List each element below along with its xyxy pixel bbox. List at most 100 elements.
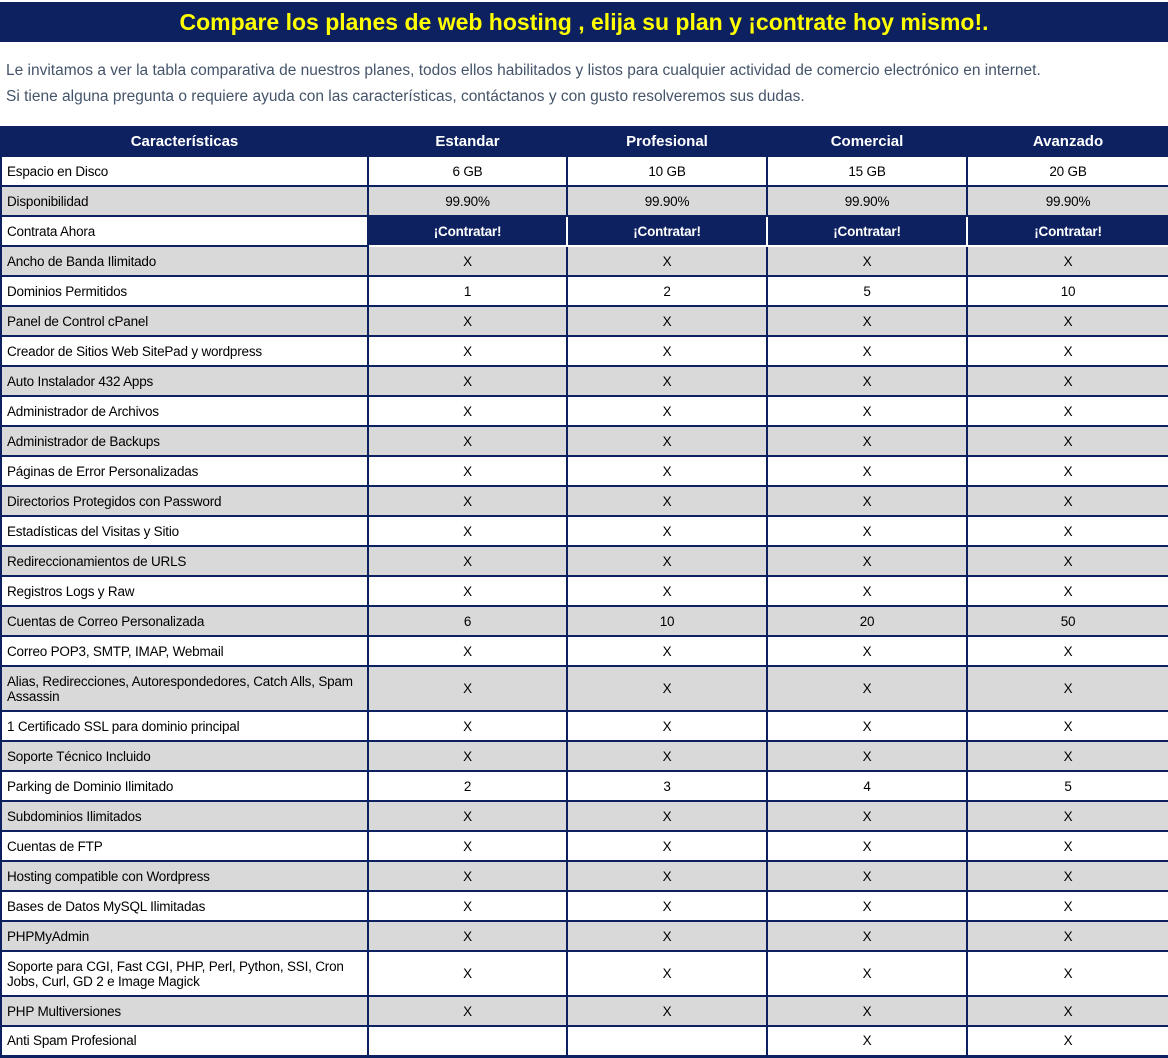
feature-value: X bbox=[566, 800, 768, 832]
feature-value: X bbox=[566, 830, 768, 862]
feature-label: Bases de Datos MySQL Ilimitadas bbox=[0, 890, 369, 922]
feature-value: X bbox=[566, 485, 768, 517]
feature-value: X bbox=[367, 665, 568, 712]
feature-value: X bbox=[766, 395, 968, 427]
feature-value: X bbox=[766, 740, 968, 772]
feature-value: X bbox=[566, 995, 768, 1027]
feature-value: X bbox=[766, 425, 968, 457]
table-row: Panel de Control cPanel X X X X bbox=[0, 305, 1168, 337]
feature-value: X bbox=[766, 545, 968, 577]
feature-value: X bbox=[367, 995, 568, 1027]
feature-value: X bbox=[566, 245, 768, 277]
contratar-button[interactable]: ¡Contratar! bbox=[566, 215, 768, 247]
title-banner: Compare los planes de web hosting , elij… bbox=[0, 2, 1168, 42]
feature-value: X bbox=[766, 335, 968, 367]
table-row: Administrador de Backups X X X X bbox=[0, 425, 1168, 457]
table-row: Redireccionamientos de URLS X X X X bbox=[0, 545, 1168, 577]
column-header-comercial: Comercial bbox=[766, 126, 968, 157]
table-row: Cuentas de Correo Personalizada 6 10 20 50 bbox=[0, 605, 1168, 637]
feature-value: X bbox=[766, 575, 968, 607]
table-row: Páginas de Error Personalizadas X X X X bbox=[0, 455, 1168, 487]
feature-value: X bbox=[367, 920, 568, 952]
feature-value: X bbox=[566, 365, 768, 397]
feature-value: X bbox=[966, 485, 1168, 517]
feature-value: X bbox=[966, 245, 1168, 277]
feature-value: X bbox=[367, 485, 568, 517]
feature-value: 3 bbox=[566, 770, 768, 802]
feature-value: X bbox=[566, 710, 768, 742]
feature-value: X bbox=[566, 860, 768, 892]
feature-value: X bbox=[766, 710, 968, 742]
contratar-button[interactable]: ¡Contratar! bbox=[766, 215, 968, 247]
feature-value: X bbox=[367, 425, 568, 457]
feature-value: X bbox=[367, 950, 568, 997]
feature-value: X bbox=[367, 455, 568, 487]
feature-value: X bbox=[566, 425, 768, 457]
feature-value: X bbox=[367, 860, 568, 892]
feature-value: X bbox=[566, 515, 768, 547]
table-row: Bases de Datos MySQL Ilimitadas X X X X bbox=[0, 890, 1168, 922]
feature-label: Directorios Protegidos con Password bbox=[0, 485, 369, 517]
feature-label: Panel de Control cPanel bbox=[0, 305, 369, 337]
feature-value: X bbox=[367, 305, 568, 337]
table-row: Administrador de Archivos X X X X bbox=[0, 395, 1168, 427]
feature-value: X bbox=[966, 395, 1168, 427]
feature-value: X bbox=[566, 890, 768, 922]
feature-value: X bbox=[766, 305, 968, 337]
table-row: Directorios Protegidos con Password X X X X bbox=[0, 485, 1168, 517]
page-title: Compare los planes de web hosting , elij… bbox=[179, 8, 989, 35]
feature-value: X bbox=[766, 950, 968, 997]
feature-value: X bbox=[966, 635, 1168, 667]
feature-value: 99.90% bbox=[766, 185, 968, 217]
feature-value: X bbox=[566, 920, 768, 952]
table-row: PHP Multiversiones X X X X bbox=[0, 995, 1168, 1027]
feature-value: X bbox=[566, 575, 768, 607]
feature-value: X bbox=[966, 740, 1168, 772]
feature-value: 1 bbox=[367, 275, 568, 307]
feature-label: Disponibilidad bbox=[0, 185, 369, 217]
feature-value: X bbox=[966, 515, 1168, 547]
feature-value: X bbox=[966, 995, 1168, 1027]
table-row: Hosting compatible con Wordpress X X X X bbox=[0, 860, 1168, 892]
feature-value: X bbox=[766, 245, 968, 277]
feature-value: X bbox=[566, 395, 768, 427]
feature-value: X bbox=[966, 950, 1168, 997]
table-row: Auto Instalador 432 Apps X X X X bbox=[0, 365, 1168, 397]
feature-label: PHPMyAdmin bbox=[0, 920, 369, 952]
feature-value: 99.90% bbox=[367, 185, 568, 217]
feature-value: X bbox=[367, 710, 568, 742]
feature-label: Hosting compatible con Wordpress bbox=[0, 860, 369, 892]
feature-value: 6 bbox=[367, 605, 568, 637]
feature-value: 10 bbox=[966, 275, 1168, 307]
feature-label: Redireccionamientos de URLS bbox=[0, 545, 369, 577]
table-row: Dominios Permitidos 1 2 5 10 bbox=[0, 275, 1168, 307]
contratar-button[interactable]: ¡Contratar! bbox=[367, 215, 568, 247]
feature-value: X bbox=[766, 485, 968, 517]
feature-value: X bbox=[966, 365, 1168, 397]
table-row: Contrata Ahora ¡Contratar! ¡Contratar! ¡Con… bbox=[0, 215, 1168, 247]
feature-label: Dominios Permitidos bbox=[0, 275, 369, 307]
feature-label: Soporte para CGI, Fast CGI, PHP, Perl, P… bbox=[0, 950, 369, 997]
column-header-profesional: Profesional bbox=[566, 126, 768, 157]
feature-label: Páginas de Error Personalizadas bbox=[0, 455, 369, 487]
feature-value: X bbox=[766, 515, 968, 547]
table-row: Creador de Sitios Web SitePad y wordpres… bbox=[0, 335, 1168, 367]
feature-value: X bbox=[566, 950, 768, 997]
feature-value: 20 bbox=[766, 605, 968, 637]
table-row: Soporte para CGI, Fast CGI, PHP, Perl, P… bbox=[0, 950, 1168, 997]
feature-value: X bbox=[966, 665, 1168, 712]
feature-value: X bbox=[766, 995, 968, 1027]
feature-label: PHP Multiversiones bbox=[0, 995, 369, 1027]
feature-value: X bbox=[566, 635, 768, 667]
feature-value: X bbox=[367, 365, 568, 397]
feature-value: X bbox=[766, 830, 968, 862]
table-row: Estadísticas del Visitas y Sitio X X X X bbox=[0, 515, 1168, 547]
feature-value bbox=[367, 1025, 568, 1058]
contratar-button[interactable]: ¡Contratar! bbox=[966, 215, 1168, 247]
feature-value: X bbox=[966, 455, 1168, 487]
feature-value: X bbox=[566, 740, 768, 772]
feature-value: X bbox=[966, 830, 1168, 862]
table-row: Ancho de Banda Ilimitado X X X X bbox=[0, 245, 1168, 277]
table-row: Parking de Dominio Ilimitado 2 3 4 5 bbox=[0, 770, 1168, 802]
